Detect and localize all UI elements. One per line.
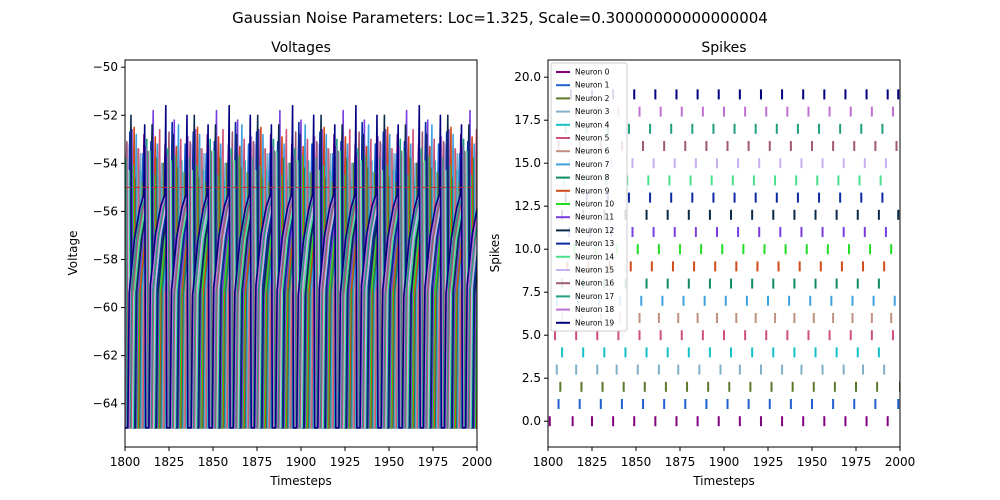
x-tick-label: 1900	[709, 455, 740, 469]
y-tick-label: −50	[93, 60, 118, 74]
y-tick-label: −52	[93, 108, 118, 122]
legend-label: Neuron 9	[575, 186, 610, 195]
spikes-y-axis: 0.0 2.5 5.0 7.5 10.0 12.5 15.0 17.5 20.0	[514, 70, 548, 428]
y-tick-label: −58	[93, 253, 118, 267]
x-tick-label: 1800	[110, 455, 141, 469]
legend-label: Neuron 6	[575, 147, 610, 156]
legend-label: Neuron 5	[575, 134, 610, 143]
y-tick-label: −64	[93, 397, 118, 411]
y-tick-label: 2.5	[522, 371, 541, 385]
voltage-traces	[125, 104, 477, 429]
y-tick-label: 17.5	[514, 113, 541, 127]
x-tick-label: 1825	[577, 455, 608, 469]
legend-label: Neuron 1	[575, 81, 610, 90]
voltages-xlabel: Timesteps	[269, 474, 332, 488]
x-tick-label: 1975	[418, 455, 449, 469]
legend-label: Neuron 13	[575, 239, 614, 248]
legend-label: Neuron 16	[575, 279, 614, 288]
voltages-ylabel: Voltage	[66, 230, 80, 275]
legend-label: Neuron 18	[575, 305, 614, 314]
y-tick-label: 15.0	[514, 156, 541, 170]
voltages-y-axis: −64 −62 −60 −58 −56 −54 −52 −50	[93, 60, 125, 411]
y-tick-label: −54	[93, 156, 118, 170]
voltage-trace-line	[125, 104, 477, 429]
spikes-xlabel: Timesteps	[692, 474, 755, 488]
legend-label: Neuron 4	[575, 120, 610, 129]
voltages-x-axis: 1800 1825 1850 1875 1900 1925 1950 1975 2000	[110, 447, 493, 469]
y-tick-label: −56	[93, 204, 118, 218]
legend-label: Neuron 19	[575, 318, 614, 327]
y-tick-label: −60	[93, 301, 118, 315]
legend-label: Neuron 0	[575, 68, 610, 77]
voltages-panel: Voltages 1800 1825 1850 1875 1900 1925 1950 197…	[66, 40, 493, 488]
x-tick-label: 1925	[330, 455, 361, 469]
x-tick-label: 1875	[665, 455, 696, 469]
legend-box	[550, 62, 628, 332]
x-tick-label: 1850	[621, 455, 652, 469]
legend-label: Neuron 10	[575, 200, 614, 209]
legend-label: Neuron 15	[575, 266, 614, 275]
spikes-x-axis: 1800 1825 1850 1875 1900 1925 1950 1975 2000	[533, 447, 916, 469]
legend-label: Neuron 7	[575, 160, 610, 169]
legend-label: Neuron 12	[575, 226, 614, 235]
y-tick-label: 7.5	[522, 285, 541, 299]
legend-label: Neuron 17	[575, 292, 614, 301]
legend-label: Neuron 14	[575, 252, 614, 261]
x-tick-label: 1950	[374, 455, 405, 469]
x-tick-label: 1950	[797, 455, 828, 469]
x-tick-label: 1850	[198, 455, 229, 469]
spikes-panel: Spikes 1800 1825 1850 1875 1900 1925 1950 1975 2…	[488, 40, 915, 488]
voltages-title: Voltages	[271, 40, 331, 56]
legend-label: Neuron 3	[575, 107, 610, 116]
legend-label: Neuron 11	[575, 213, 614, 222]
x-tick-label: 2000	[885, 455, 916, 469]
figure-suptitle: Gaussian Noise Parameters: Loc=1.325, Sc…	[232, 9, 768, 27]
y-tick-label: 20.0	[514, 70, 541, 84]
x-tick-label: 1925	[753, 455, 784, 469]
spikes-legend: Neuron 0 Neuron 1 Neuron 2 Neuron 3 Neuron 4…	[550, 62, 628, 332]
y-tick-label: 10.0	[514, 242, 541, 256]
y-tick-label: 12.5	[514, 199, 541, 213]
y-tick-label: −62	[93, 349, 118, 363]
x-tick-label: 1900	[286, 455, 317, 469]
spikes-title: Spikes	[701, 40, 746, 56]
y-tick-label: 5.0	[522, 328, 541, 342]
legend-label: Neuron 8	[575, 173, 610, 182]
x-tick-label: 2000	[462, 455, 493, 469]
x-tick-label: 1800	[533, 455, 564, 469]
x-tick-label: 1825	[154, 455, 185, 469]
legend-label: Neuron 2	[575, 94, 610, 103]
x-tick-label: 1975	[841, 455, 872, 469]
y-tick-label: 0.0	[522, 414, 541, 428]
x-tick-label: 1875	[242, 455, 273, 469]
spikes-ylabel: Spikes	[488, 234, 502, 273]
